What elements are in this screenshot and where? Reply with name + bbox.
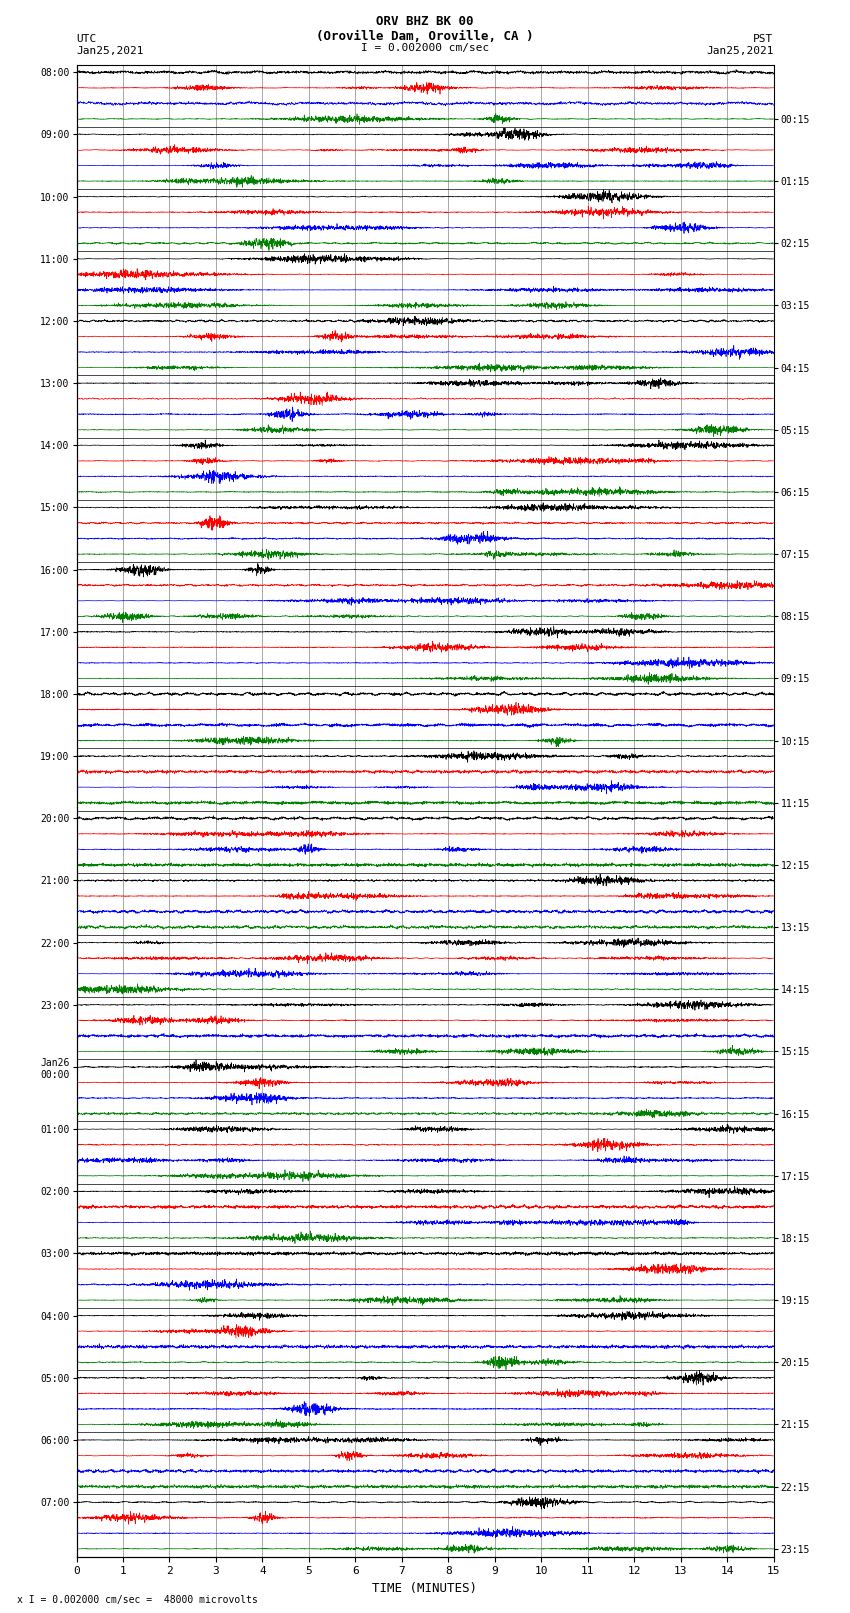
Title: ORV BHZ BK 00
(Oroville Dam, Oroville, CA ): ORV BHZ BK 00 (Oroville Dam, Oroville, C… bbox=[316, 15, 534, 42]
Text: PST: PST bbox=[753, 34, 774, 44]
Text: Jan25,2021: Jan25,2021 bbox=[706, 47, 774, 56]
Text: x I = 0.002000 cm/sec =  48000 microvolts: x I = 0.002000 cm/sec = 48000 microvolts bbox=[17, 1595, 258, 1605]
Text: UTC: UTC bbox=[76, 34, 97, 44]
Text: Jan25,2021: Jan25,2021 bbox=[76, 47, 144, 56]
X-axis label: TIME (MINUTES): TIME (MINUTES) bbox=[372, 1582, 478, 1595]
Text: I = 0.002000 cm/sec: I = 0.002000 cm/sec bbox=[361, 44, 489, 53]
